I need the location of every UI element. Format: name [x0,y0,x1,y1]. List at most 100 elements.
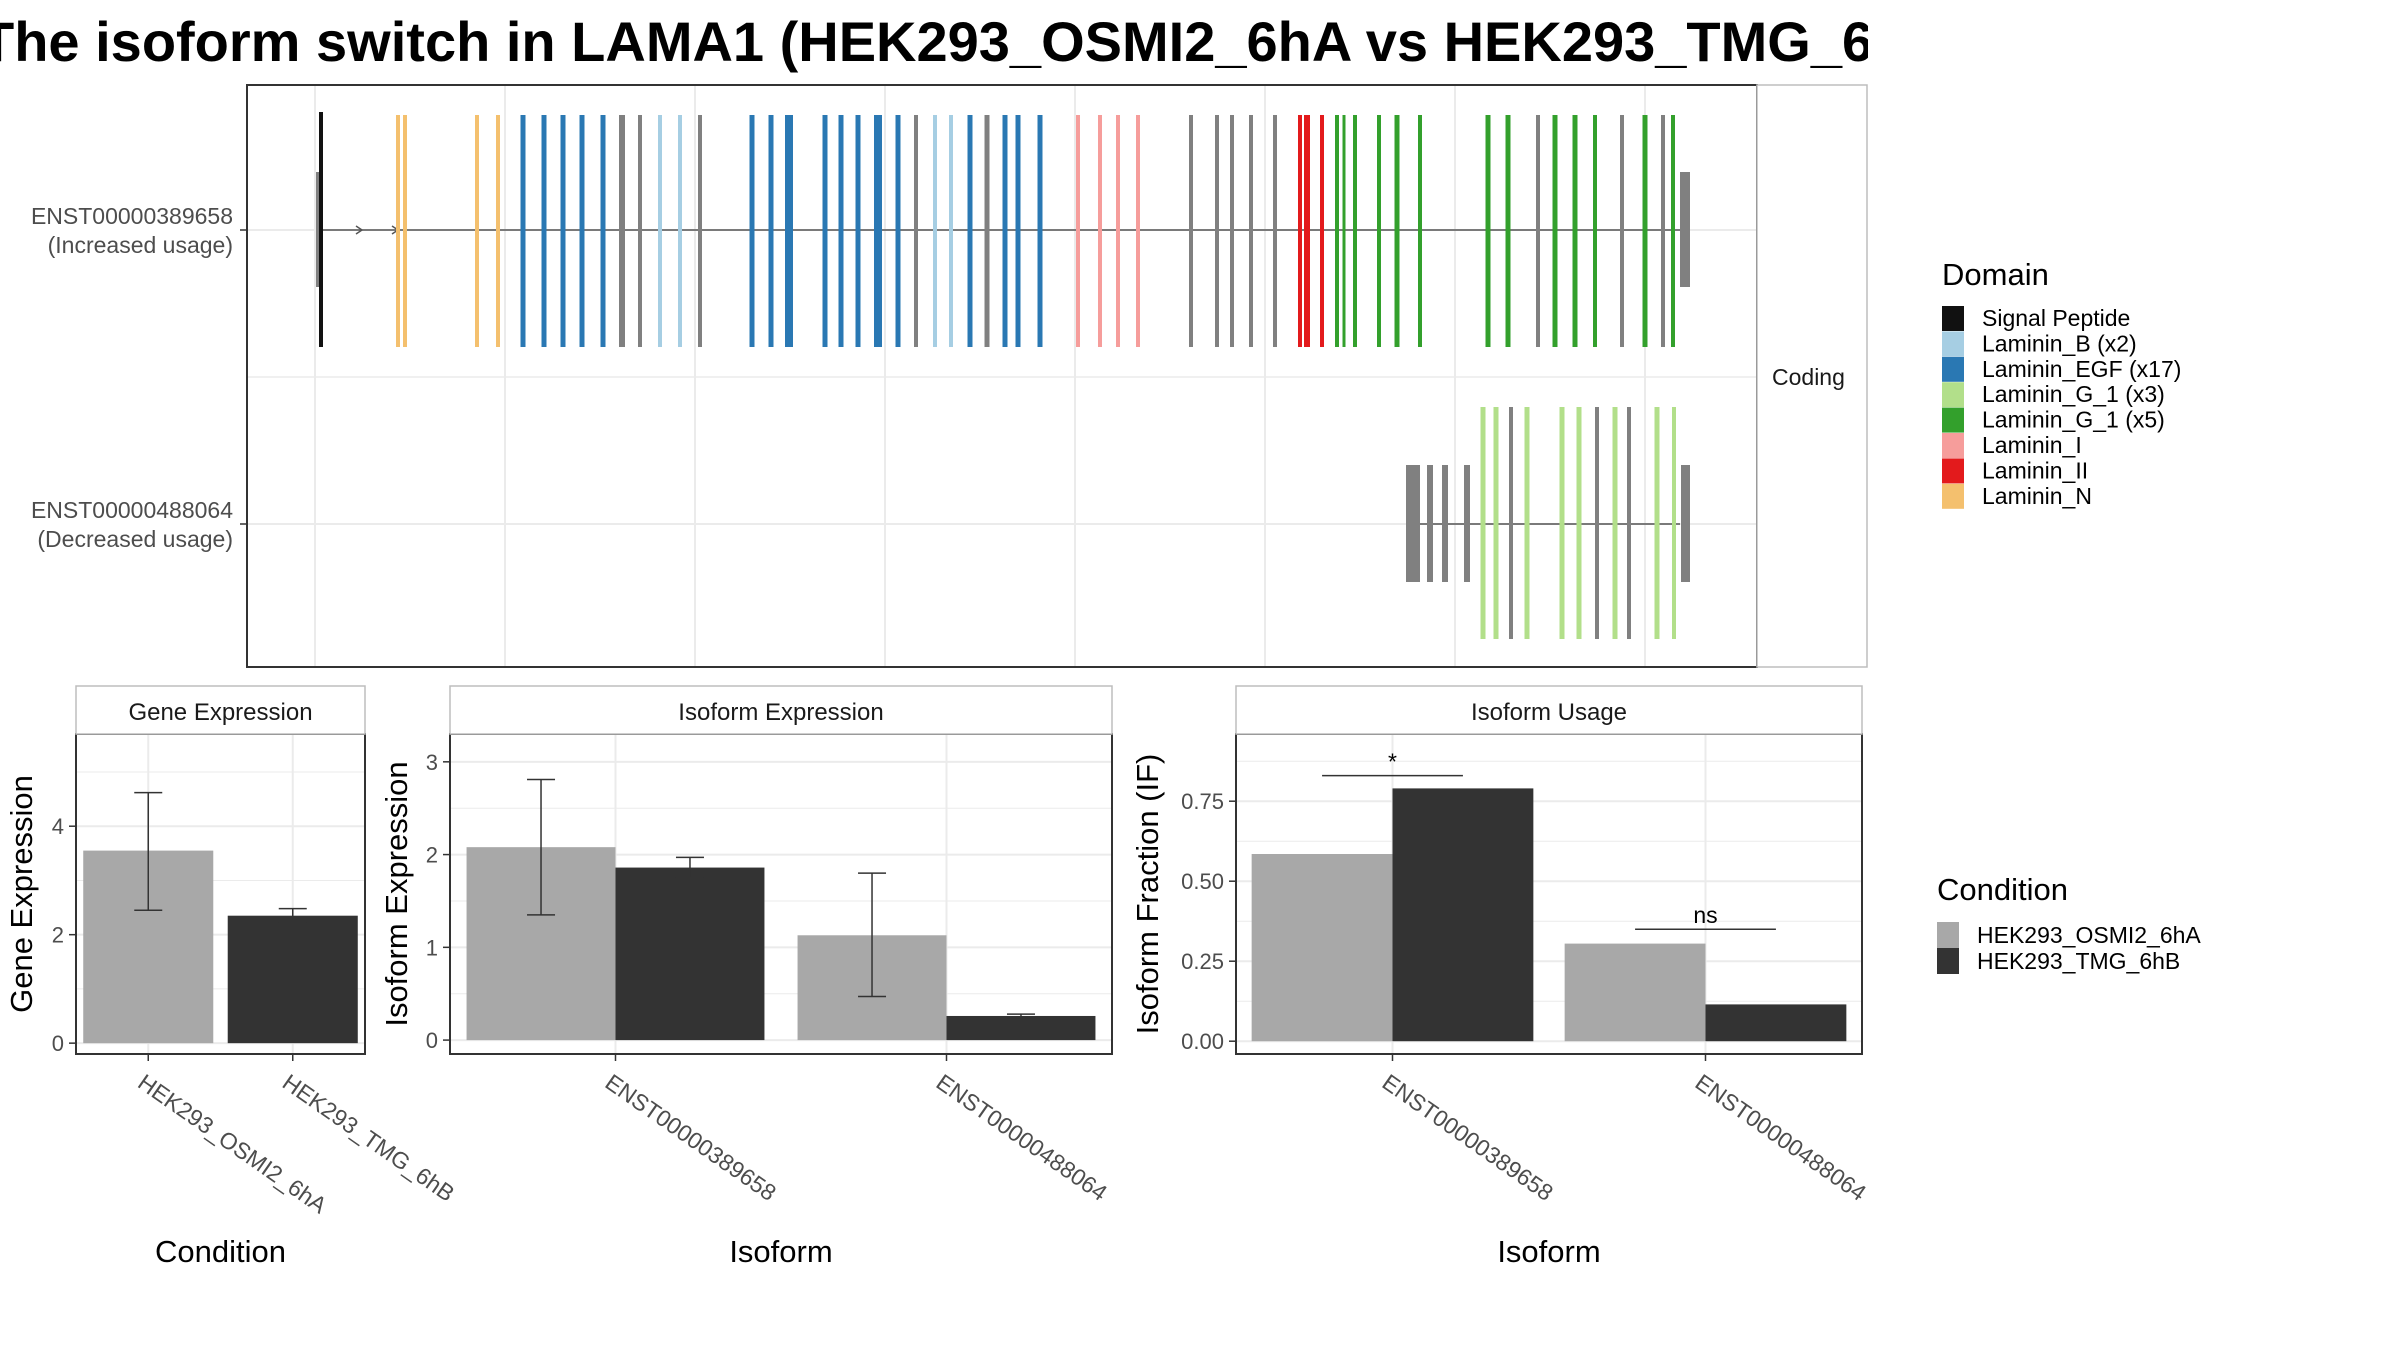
isoform-expression-y-tick-label: 0 [426,1028,438,1053]
domain-legend-label: Laminin_G_1 (x3) [1982,381,2165,407]
transcript1-exon-laminin-g1-x5 [1418,115,1422,347]
transcript2-utr-block [1464,465,1470,582]
transcript1-exon-laminin-i [1136,115,1140,347]
isoform-usage-y-tick-label: 0.75 [1181,789,1224,814]
isoform-usage-facet-title: Isoform Usage [1471,699,1627,726]
transcript1-exon-utr [1661,115,1665,347]
domain-legend-swatch [1942,407,1964,433]
transcript1-exon-laminin-egf [541,115,547,347]
transcript1-exon-laminin-egf [895,115,901,347]
chart-title: The isoform switch in LAMA1 (HEK293_OSMI… [0,10,1868,73]
transcript1-exon-utr [1249,115,1253,347]
isoform-expression-facet-title: Isoform Expression [678,699,883,726]
gene-y-tick-label: 0 [52,1031,64,1056]
transcript2-utr-block [1427,465,1433,582]
gene-y-tick-label: 4 [52,814,64,839]
transcript1-exon-utr [1215,115,1219,347]
transcript1-exon-laminin-egf [967,115,973,347]
transcript1-exon-laminin-n [496,115,500,347]
transcript2-utr-block [1442,465,1448,582]
isoform-usage-bar [1251,854,1393,1042]
domain-legend-label: Laminin_N [1982,483,2092,509]
transcript1-exon-laminin-n [396,115,400,347]
isoform-usage-significance-label: ns [1693,902,1717,928]
gene-x-axis-title: Condition [155,1234,286,1269]
transcript-label-id: ENST00000389658 [31,203,233,229]
transcript-label-usage: (Increased usage) [48,232,233,258]
isoform-expression-y-tick-label: 3 [426,750,438,775]
transcript1-exon-utr [619,115,625,347]
domain-legend-swatch [1942,483,1964,509]
gene-facet-title: Gene Expression [128,699,312,726]
transcript1-exon-laminin-g1-x5 [1485,115,1491,347]
transcript1-utr-block [316,172,321,287]
transcript1-exon-laminin-i [1076,115,1080,347]
transcript1-exon-laminin-ii [1304,115,1306,347]
transcript-label-id: ENST00000488064 [31,497,233,523]
transcript1-exon-laminin-g1-x5 [1342,115,1346,347]
isoform-expression-x-tick-label: ENST00000389658 [601,1069,781,1206]
transcript1-exon-laminin-n [475,115,479,347]
isoform-usage-x-tick-label: ENST00000488064 [1691,1069,1872,1206]
transcript1-exon-laminin-egf [822,115,828,347]
facet-strip-coding [1756,84,1868,668]
transcript1-exon-laminin-ii [1320,115,1324,347]
transcript2-exon-laminin-g1-x3 [1612,407,1618,639]
chart-title-container: The isoform switch in LAMA1 (HEK293_OSMI… [0,10,1868,80]
transcript1-exon-laminin-i [1116,115,1120,347]
transcript1-exon-laminin-egf [1037,115,1043,347]
isoform-expression-y-axis-title: Isoform Expression [379,761,414,1026]
transcript2-exon-laminin-g1-x3 [1480,407,1486,639]
isoform-expression-bar [615,867,765,1041]
domain-legend-swatch [1942,382,1964,408]
isoform-usage-y-tick-label: 0.00 [1181,1029,1224,1054]
domain-legend-swatch [1942,356,1964,382]
transcript1-exon-laminin-g1-x5 [1593,115,1597,347]
domain-legend-label: Laminin_G_1 (x5) [1982,407,2165,433]
gene-facet-strip [75,685,366,735]
isoform-expression-y-tick-label: 1 [426,935,438,960]
isoform-usage-bar [1564,943,1706,1042]
condition-legend-swatch [1937,922,1959,948]
transcript2-exon-utr [1627,407,1631,639]
isoform-expression-facet-strip [449,685,1113,735]
transcript1-exon-laminin-b [949,115,953,347]
transcript1-exon-utr [1536,115,1540,347]
transcript1-exon-laminin-g1-x5 [1671,115,1675,347]
transcript1-exon-laminin-g1-x5 [1377,115,1381,347]
isoform-usage-y-tick-label: 0.50 [1181,869,1224,894]
domain-legend-swatch [1942,331,1964,357]
transcript1-exon-laminin-egf [749,115,755,347]
isoform-expression-bar [946,1015,1096,1041]
transcript1-exon-laminin-egf [838,115,844,347]
transcript2-exon-laminin-g1-x3 [1524,407,1530,639]
transcript1-exon-laminin-ii [1306,115,1310,347]
transcript1-exon-utr [914,115,918,347]
domain-legend-swatch [1942,306,1964,331]
condition-legend-swatch [1937,948,1959,974]
transcript1-exon-laminin-egf [874,115,882,347]
transcript2-utr-block [1681,465,1690,582]
domain-legend-label: Laminin_II [1982,457,2088,483]
domain-legend-label: Laminin_B (x2) [1982,330,2137,356]
condition-legend-title: Condition [1937,872,2068,907]
transcript2-exon-utr [1509,407,1513,639]
transcript2-utr-block [1406,465,1420,582]
strand-arrow [355,225,364,235]
transcript1-utr-block [1680,172,1690,287]
transcript1-exon-laminin-b [933,115,937,347]
domain-legend-swatch [1942,433,1964,458]
transcript1-exon-laminin-ii [1298,115,1302,347]
transcript2-exon-utr [1595,407,1599,639]
transcript1-exon-laminin-egf [600,115,606,347]
transcript1-exon-laminin-g1-x5 [1394,115,1400,347]
transcript1-exon-laminin-egf [768,115,774,347]
transcript2-exon-laminin-g1-x3 [1493,407,1499,639]
isoform-usage-significance-label: * [1388,749,1397,775]
transcript1-exon-laminin-egf [1015,115,1021,347]
facet-strip-label: Coding [1772,364,1845,390]
transcript2-exon-laminin-g1-x3 [1576,407,1582,639]
transcript1-exon-laminin-g1-x5 [1552,115,1558,347]
transcript1-exon-laminin-g1-x5 [1335,115,1339,347]
